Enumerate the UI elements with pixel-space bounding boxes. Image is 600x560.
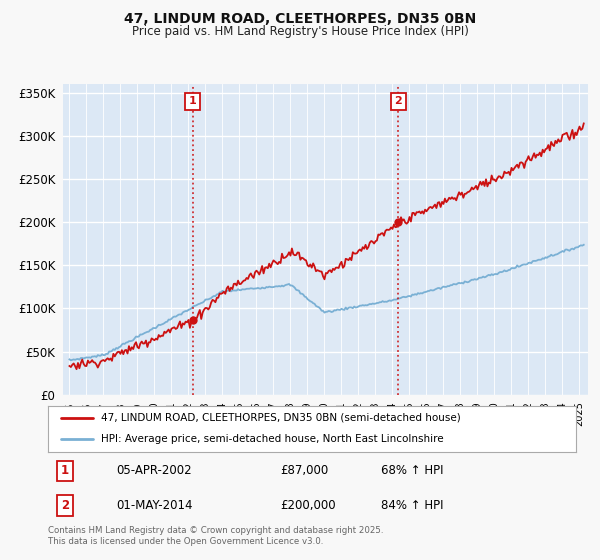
Text: 1: 1 bbox=[189, 96, 197, 106]
Text: 01-MAY-2014: 01-MAY-2014 bbox=[116, 499, 193, 512]
Text: 68% ↑ HPI: 68% ↑ HPI bbox=[380, 464, 443, 478]
Text: 1: 1 bbox=[61, 464, 69, 478]
Text: 05-APR-2002: 05-APR-2002 bbox=[116, 464, 192, 478]
Text: 47, LINDUM ROAD, CLEETHORPES, DN35 0BN: 47, LINDUM ROAD, CLEETHORPES, DN35 0BN bbox=[124, 12, 476, 26]
Text: Price paid vs. HM Land Registry's House Price Index (HPI): Price paid vs. HM Land Registry's House … bbox=[131, 25, 469, 38]
Text: HPI: Average price, semi-detached house, North East Lincolnshire: HPI: Average price, semi-detached house,… bbox=[101, 435, 443, 445]
Text: 2: 2 bbox=[61, 499, 69, 512]
Text: 84% ↑ HPI: 84% ↑ HPI bbox=[380, 499, 443, 512]
Bar bbox=[193, 84, 398, 395]
Text: 47, LINDUM ROAD, CLEETHORPES, DN35 0BN (semi-detached house): 47, LINDUM ROAD, CLEETHORPES, DN35 0BN (… bbox=[101, 413, 461, 423]
Text: £87,000: £87,000 bbox=[280, 464, 329, 478]
Text: 2: 2 bbox=[394, 96, 402, 106]
Text: Contains HM Land Registry data © Crown copyright and database right 2025.
This d: Contains HM Land Registry data © Crown c… bbox=[48, 526, 383, 546]
Text: £200,000: £200,000 bbox=[280, 499, 336, 512]
